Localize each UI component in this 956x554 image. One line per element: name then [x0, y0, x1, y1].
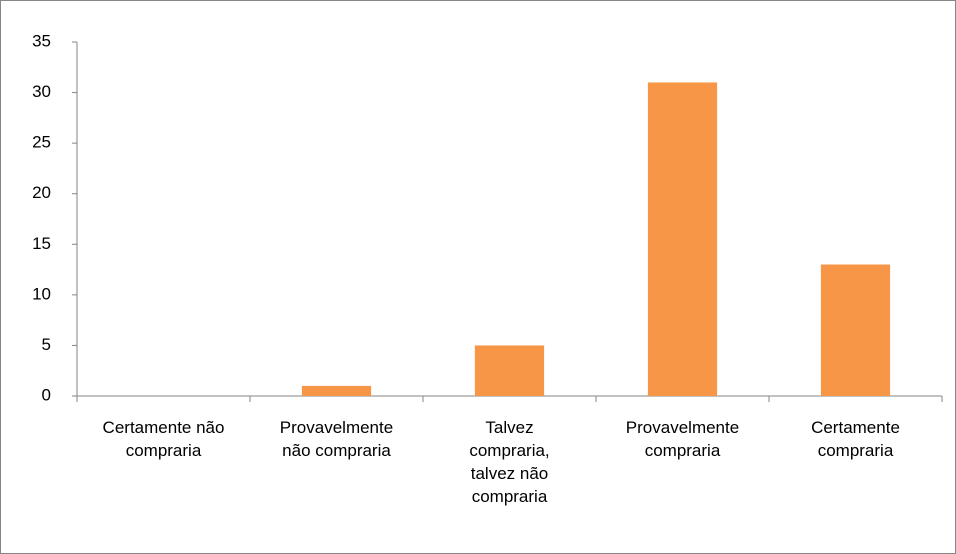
bar [820, 264, 891, 396]
x-tick-label: Talvez compraria, talvez não compraria [469, 418, 550, 506]
x-tick-label: Provavelmente não compraria [279, 418, 394, 460]
x-tick-label: Certamente não compraria [102, 418, 225, 460]
y-tick-label: 15 [32, 234, 51, 253]
x-tick-label: Provavelmente compraria [625, 418, 740, 460]
y-tick-label: 0 [42, 385, 51, 404]
y-tick-label: 20 [32, 183, 51, 202]
y-tick-label: 30 [32, 82, 51, 101]
x-tick-label: Certamente compraria [811, 418, 900, 460]
bar [301, 385, 372, 396]
y-tick-label: 35 [32, 31, 51, 50]
y-tick-label: 10 [32, 284, 51, 303]
bar [647, 82, 718, 396]
bar [474, 345, 545, 396]
y-tick-label: 25 [32, 133, 51, 152]
y-tick-label: 5 [42, 335, 51, 354]
